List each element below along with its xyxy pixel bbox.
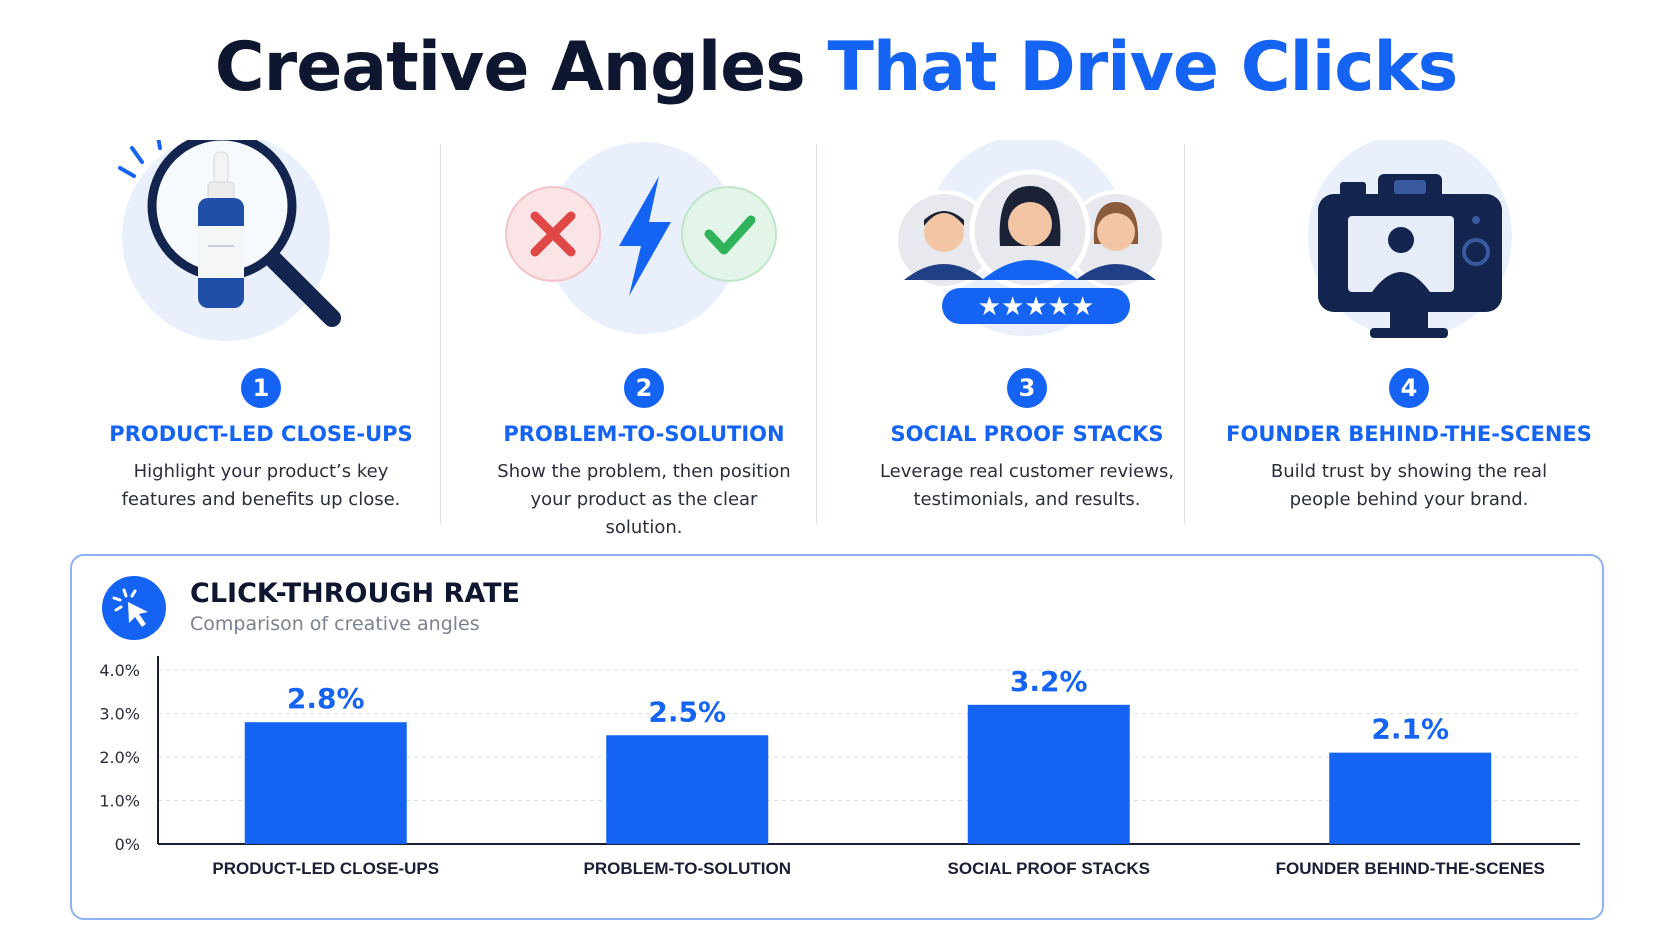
x-category-label: PRODUCT-LED CLOSE-UPS bbox=[212, 859, 439, 878]
bar-value-label: 2.1% bbox=[1371, 713, 1449, 746]
bar bbox=[1329, 752, 1492, 844]
bar-value-label: 2.5% bbox=[648, 695, 726, 728]
chart-title: CLICK-THROUGH RATE bbox=[190, 578, 520, 609]
bar-value-label: 2.8% bbox=[287, 682, 365, 715]
angle-description: Highlight your product’s key features an… bbox=[121, 461, 401, 510]
x-category-label: SOCIAL PROOF STACKS bbox=[948, 859, 1150, 878]
angle-card-founder-bts: 4 FOUNDER BEHIND-THE-SCENES Build trust … bbox=[1218, 140, 1600, 530]
chart-subtitle: Comparison of creative angles bbox=[190, 613, 480, 635]
angle-card-social-proof: ★★★★★ 3 SOCIAL PROOF STACKS Leverage rea… bbox=[836, 140, 1218, 530]
creative-angles-row: 1 PRODUCT-LED CLOSE-UPS Highlight your p… bbox=[70, 140, 1600, 538]
camera-icon bbox=[1218, 140, 1600, 370]
y-tick-label: 2.0% bbox=[99, 748, 140, 767]
y-tick-label: 3.0% bbox=[99, 705, 140, 724]
angle-title: PRODUCT-LED CLOSE-UPS bbox=[109, 422, 413, 446]
column-divider bbox=[816, 144, 817, 524]
angle-number: 4 bbox=[1389, 368, 1429, 408]
angle-description: Show the problem, then position your pro… bbox=[497, 461, 791, 538]
y-tick-label: 1.0% bbox=[99, 792, 140, 811]
bar bbox=[606, 735, 769, 844]
x-category-label: PROBLEM-TO-SOLUTION bbox=[584, 859, 791, 878]
customer-reviews-icon: ★★★★★ bbox=[836, 140, 1218, 370]
bar-value-label: 3.2% bbox=[1010, 665, 1088, 698]
angle-title: PROBLEM-TO-SOLUTION bbox=[503, 422, 785, 446]
ctr-chart-card: CLICK-THROUGH RATE Comparison of creativ… bbox=[70, 554, 1604, 920]
bar bbox=[244, 722, 407, 844]
angle-title: SOCIAL PROOF STACKS bbox=[890, 422, 1164, 446]
angle-card-problem-solution: 2 PROBLEM-TO-SOLUTION Show the problem, … bbox=[453, 140, 835, 538]
angle-title: FOUNDER BEHIND-THE-SCENES bbox=[1226, 422, 1592, 446]
y-tick-label: 0% bbox=[115, 835, 140, 854]
page-title: Creative Angles That Drive Clicks bbox=[0, 28, 1672, 107]
bar bbox=[967, 704, 1130, 844]
column-divider bbox=[440, 144, 441, 524]
svg-text:★★★★★: ★★★★★ bbox=[978, 292, 1095, 322]
x-category-label: FOUNDER BEHIND-THE-SCENES bbox=[1276, 859, 1545, 878]
angle-card-product-closeups: 1 PRODUCT-LED CLOSE-UPS Highlight your p… bbox=[70, 140, 452, 530]
ctr-bar-chart: 0% 1.0% 2.0% 3.0% 4.0% 2.8% PRODUCT-LED CLOSE-… bbox=[99, 656, 1580, 878]
cursor-click-icon bbox=[102, 576, 166, 640]
magnifier-bottle-icon bbox=[70, 140, 452, 370]
angle-number: 2 bbox=[624, 368, 664, 408]
problem-solution-icon bbox=[453, 140, 835, 370]
angle-description: Leverage real customer reviews, testimon… bbox=[879, 461, 1175, 510]
title-accent: That Drive Clicks bbox=[827, 28, 1458, 107]
angle-number: 1 bbox=[241, 368, 281, 408]
y-tick-label: 4.0% bbox=[99, 661, 140, 680]
title-main: Creative Angles bbox=[214, 28, 806, 107]
angle-description: Build trust by showing the real people b… bbox=[1270, 461, 1548, 510]
column-divider bbox=[1184, 144, 1185, 524]
angle-number: 3 bbox=[1007, 368, 1047, 408]
